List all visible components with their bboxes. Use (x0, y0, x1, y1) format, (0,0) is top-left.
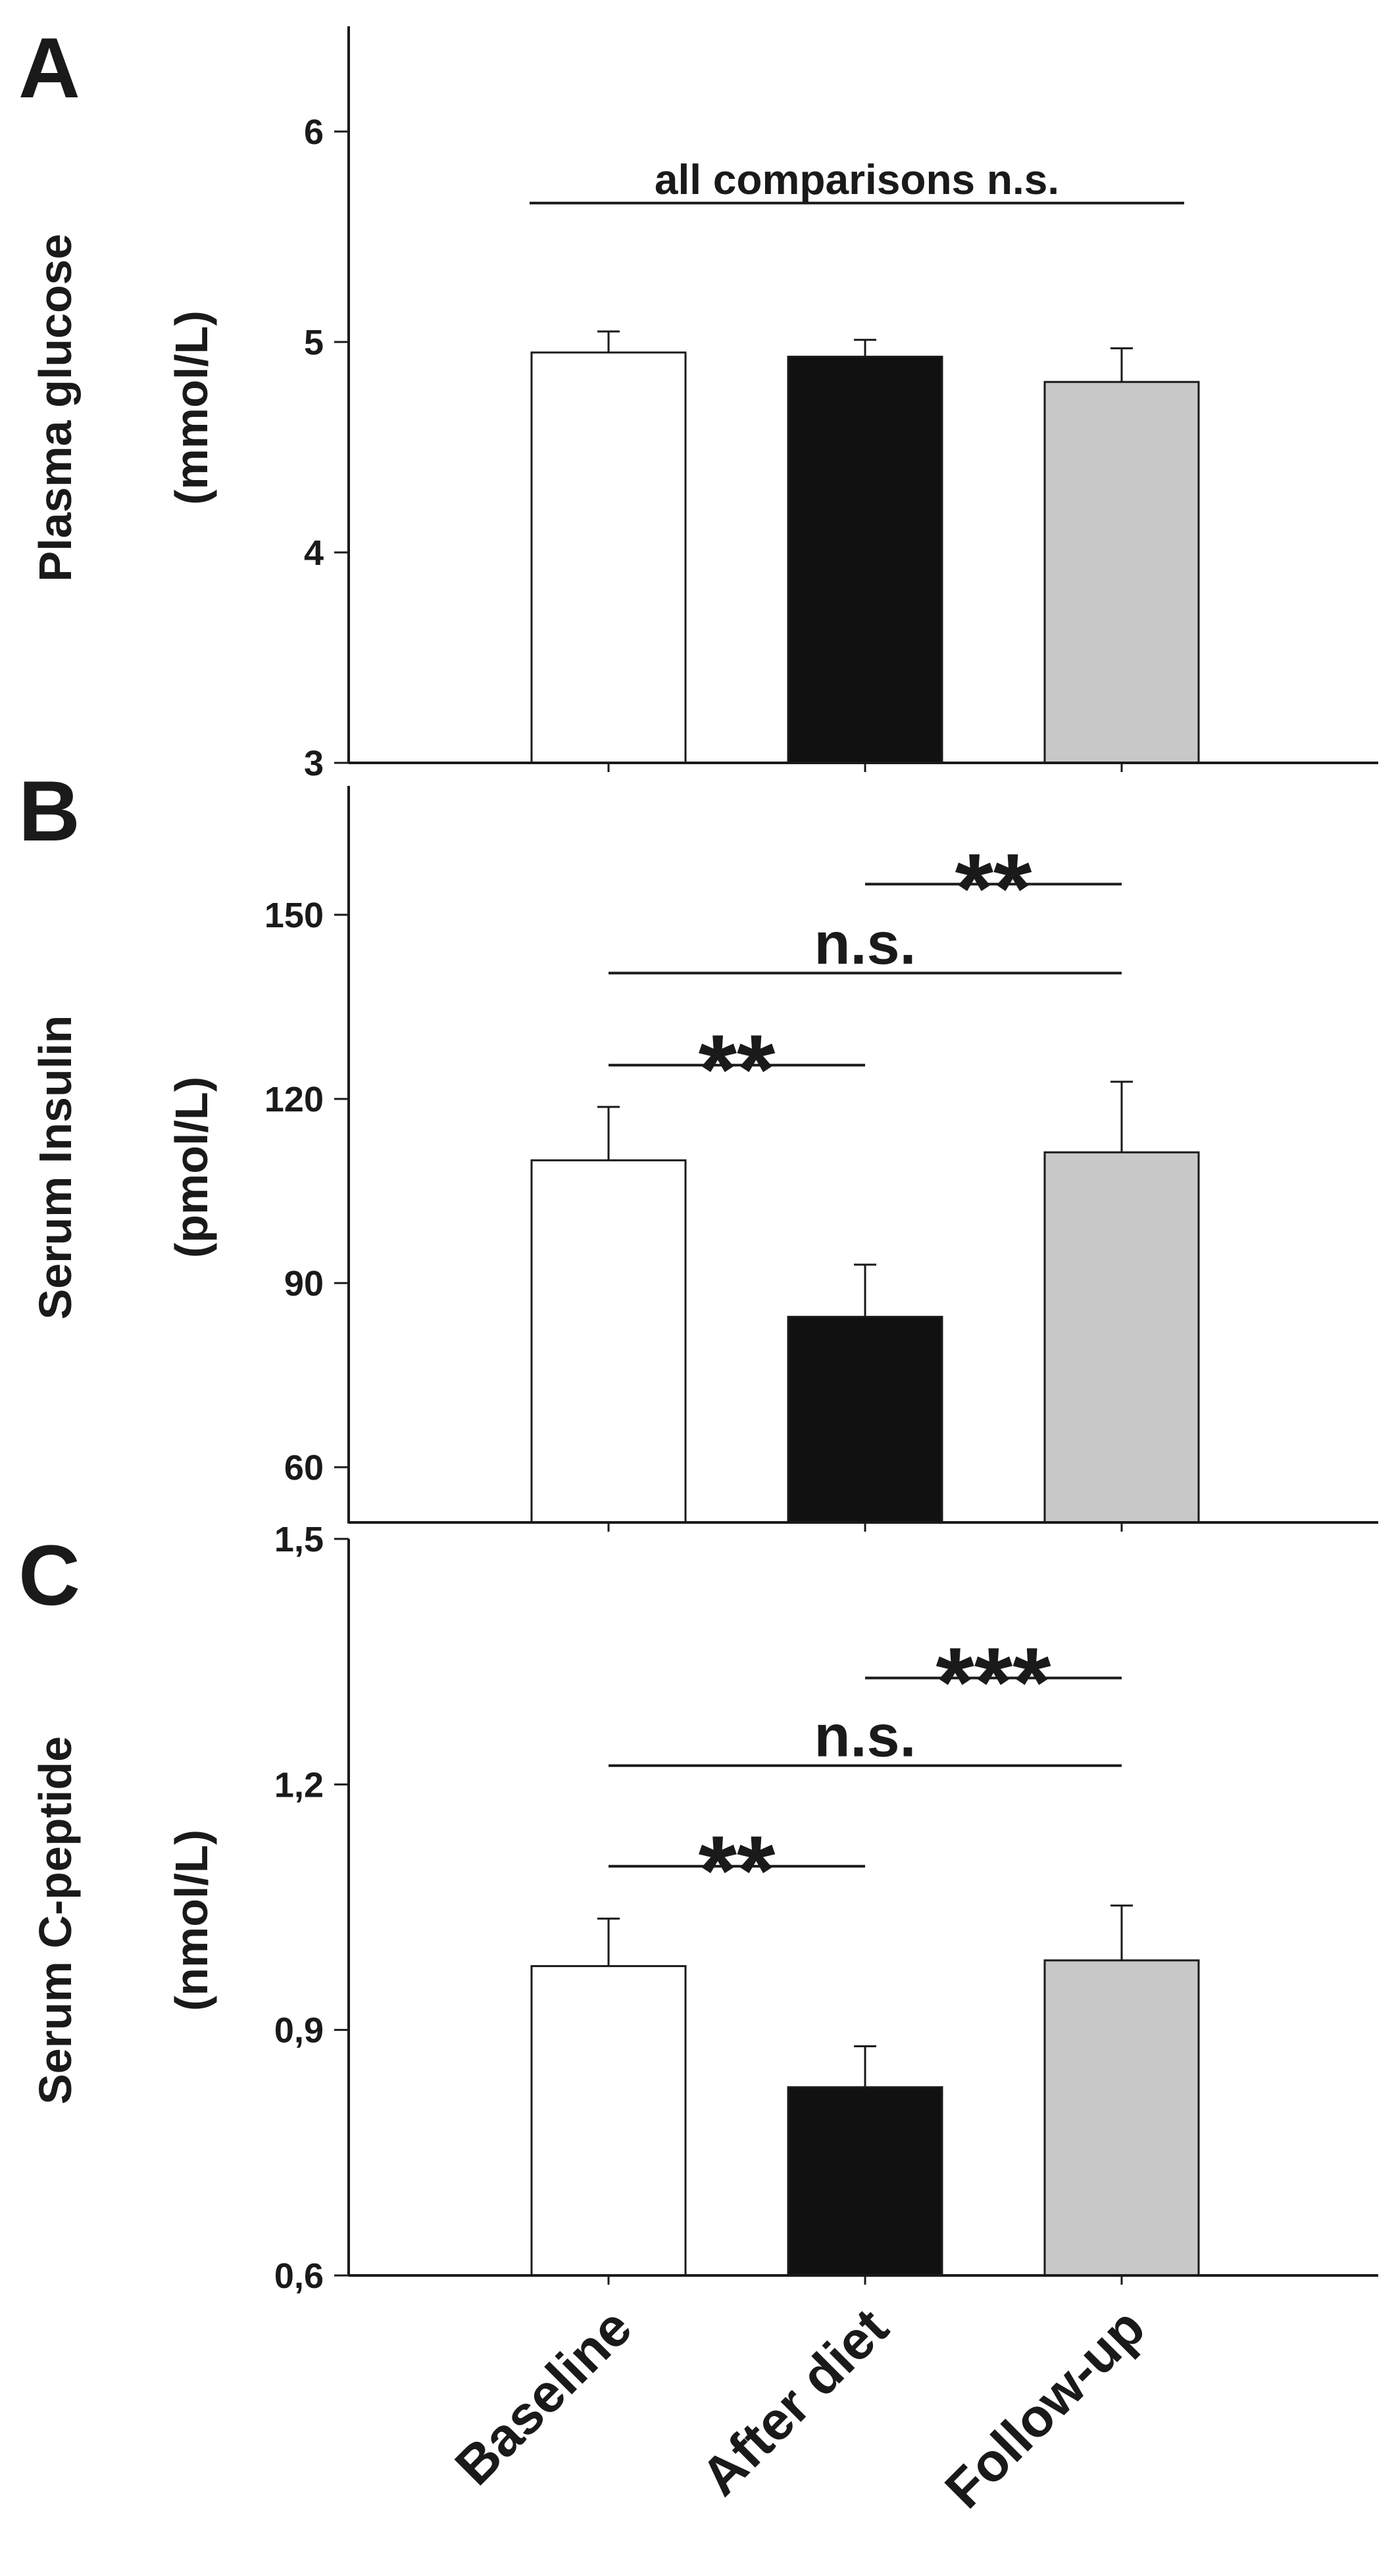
y-axis-unit: (nmol/L) (166, 1830, 217, 2011)
bar-follow-up (1043, 1151, 1200, 1524)
significance-label: *** (935, 1627, 1051, 1738)
y-axis-unit: (pmol/L) (166, 1077, 217, 1258)
y-axis-title: Plasma glucose (30, 233, 81, 581)
bar-after-diet (787, 355, 943, 764)
x-axis-categories: Baseline After diet Follow-up (444, 2297, 1157, 2519)
panel-label: A (18, 20, 80, 116)
x-category-label: Baseline (444, 2297, 643, 2496)
significance-label: ** (699, 1014, 776, 1125)
y-tick-label: 1,2 (274, 1765, 324, 1805)
y-tick-label: 0,6 (274, 2256, 324, 2296)
y-tick-label: 60 (284, 1448, 324, 1488)
significance-label: ** (955, 833, 1032, 943)
x-category-label: After diet (690, 2297, 900, 2507)
bar-follow-up (1043, 1959, 1200, 2277)
significance-label: ** (699, 1815, 776, 1926)
bar-follow-up (1043, 381, 1200, 764)
y-axis-title: Serum C-peptide (30, 1736, 81, 2104)
panel-label: B (18, 763, 80, 859)
y-tick-label: 120 (264, 1080, 324, 1119)
panel-c: 0,6 0,9 1,2 1,5 C Serum C-peptide (nmol/L) *** n… (18, 1520, 1378, 2296)
y-axis-unit: (mmol/L) (166, 310, 217, 505)
x-category-label: Follow-up (934, 2297, 1157, 2519)
y-tick-label: 0,9 (274, 2011, 324, 2051)
y-tick-label: 150 (264, 896, 324, 935)
bar-baseline (530, 351, 687, 764)
significance-label: n.s. (814, 911, 916, 977)
y-tick-label: 6 (304, 112, 324, 152)
y-tick-label: 4 (304, 533, 324, 573)
bar-baseline (530, 1159, 687, 1524)
panel-label: C (18, 1527, 80, 1623)
panel-b: 60 90 120 150 B Serum Insulin (pmol/L) ** n.s. ** (18, 763, 1378, 1532)
bar-baseline (530, 1965, 687, 2277)
bar-after-diet (787, 2086, 943, 2277)
panel-a: 3 4 5 6 A Plasma glucose (mmol/L) all compariso… (18, 20, 1378, 783)
y-tick-label: 3 (304, 744, 324, 783)
bar-after-diet (787, 1315, 943, 1524)
significance-label: n.s. (814, 1704, 916, 1770)
y-axis-title: Serum Insulin (30, 1015, 81, 1320)
y-tick-label: 1,5 (274, 1520, 324, 1559)
y-tick-label: 90 (284, 1264, 324, 1303)
significance-label: all comparisons n.s. (655, 156, 1059, 203)
y-tick-label: 5 (304, 323, 324, 362)
